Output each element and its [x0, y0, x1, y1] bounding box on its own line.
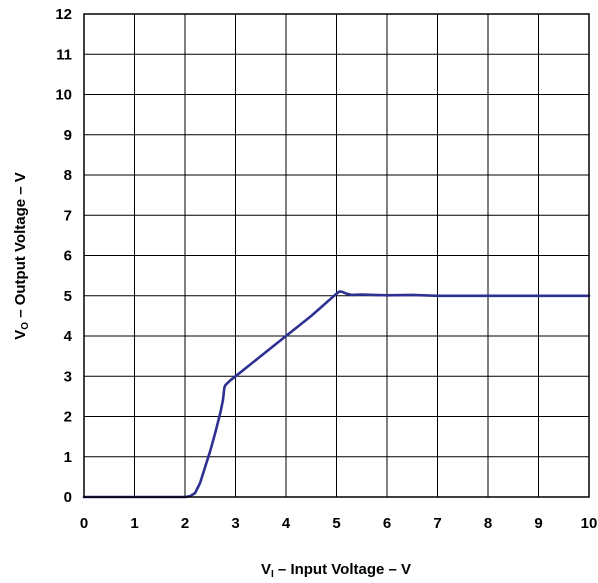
- x-tick-label: 3: [231, 515, 239, 532]
- x-axis-title: VI – Input Voltage – V: [261, 561, 411, 580]
- y-tick-label: 10: [55, 87, 72, 104]
- y-tick-label: 6: [64, 248, 72, 265]
- y-tick-label: 9: [64, 127, 72, 144]
- y-tick-label: 1: [64, 449, 72, 466]
- y-tick-label: 3: [64, 368, 72, 385]
- x-tick-label: 4: [282, 515, 291, 532]
- x-axis-title-rest: – Input Voltage – V: [274, 561, 411, 578]
- y-tick-label: 8: [64, 167, 72, 184]
- y-tick-label: 0: [64, 489, 72, 506]
- y-axis-title-rest: – Output Voltage – V: [12, 172, 29, 322]
- series-group: [82, 290, 591, 499]
- y-tick-label: 4: [64, 328, 73, 345]
- x-tick-label: 8: [484, 515, 492, 532]
- y-tick-label: 7: [64, 207, 72, 224]
- x-tick-labels: 0 1 2 3 4 5 6 7 8 9 10: [80, 515, 598, 532]
- x-tick-label: 7: [433, 515, 441, 532]
- x-tick-label: 1: [130, 515, 138, 532]
- y-tick-label: 2: [64, 409, 72, 426]
- x-axis-title-main: V: [261, 561, 271, 578]
- y-tick-label: 5: [64, 288, 72, 305]
- x-tick-label: 5: [332, 515, 340, 532]
- y-tick-label: 11: [56, 46, 72, 63]
- series-line: [82, 290, 591, 499]
- x-tick-label: 2: [181, 515, 189, 532]
- x-tick-label: 6: [383, 515, 391, 532]
- plot-border: [83, 13, 590, 498]
- x-tick-label: 0: [80, 515, 88, 532]
- x-tick-label: 9: [534, 515, 542, 532]
- y-tick-label: 12: [55, 6, 72, 23]
- x-axis-title-sub: I: [271, 569, 274, 580]
- y-axis-title: VO – Output Voltage – V: [12, 172, 31, 340]
- y-axis-title-sub: O: [20, 322, 31, 330]
- y-axis-title-main: V: [12, 330, 29, 340]
- x-tick-label: 10: [581, 515, 598, 532]
